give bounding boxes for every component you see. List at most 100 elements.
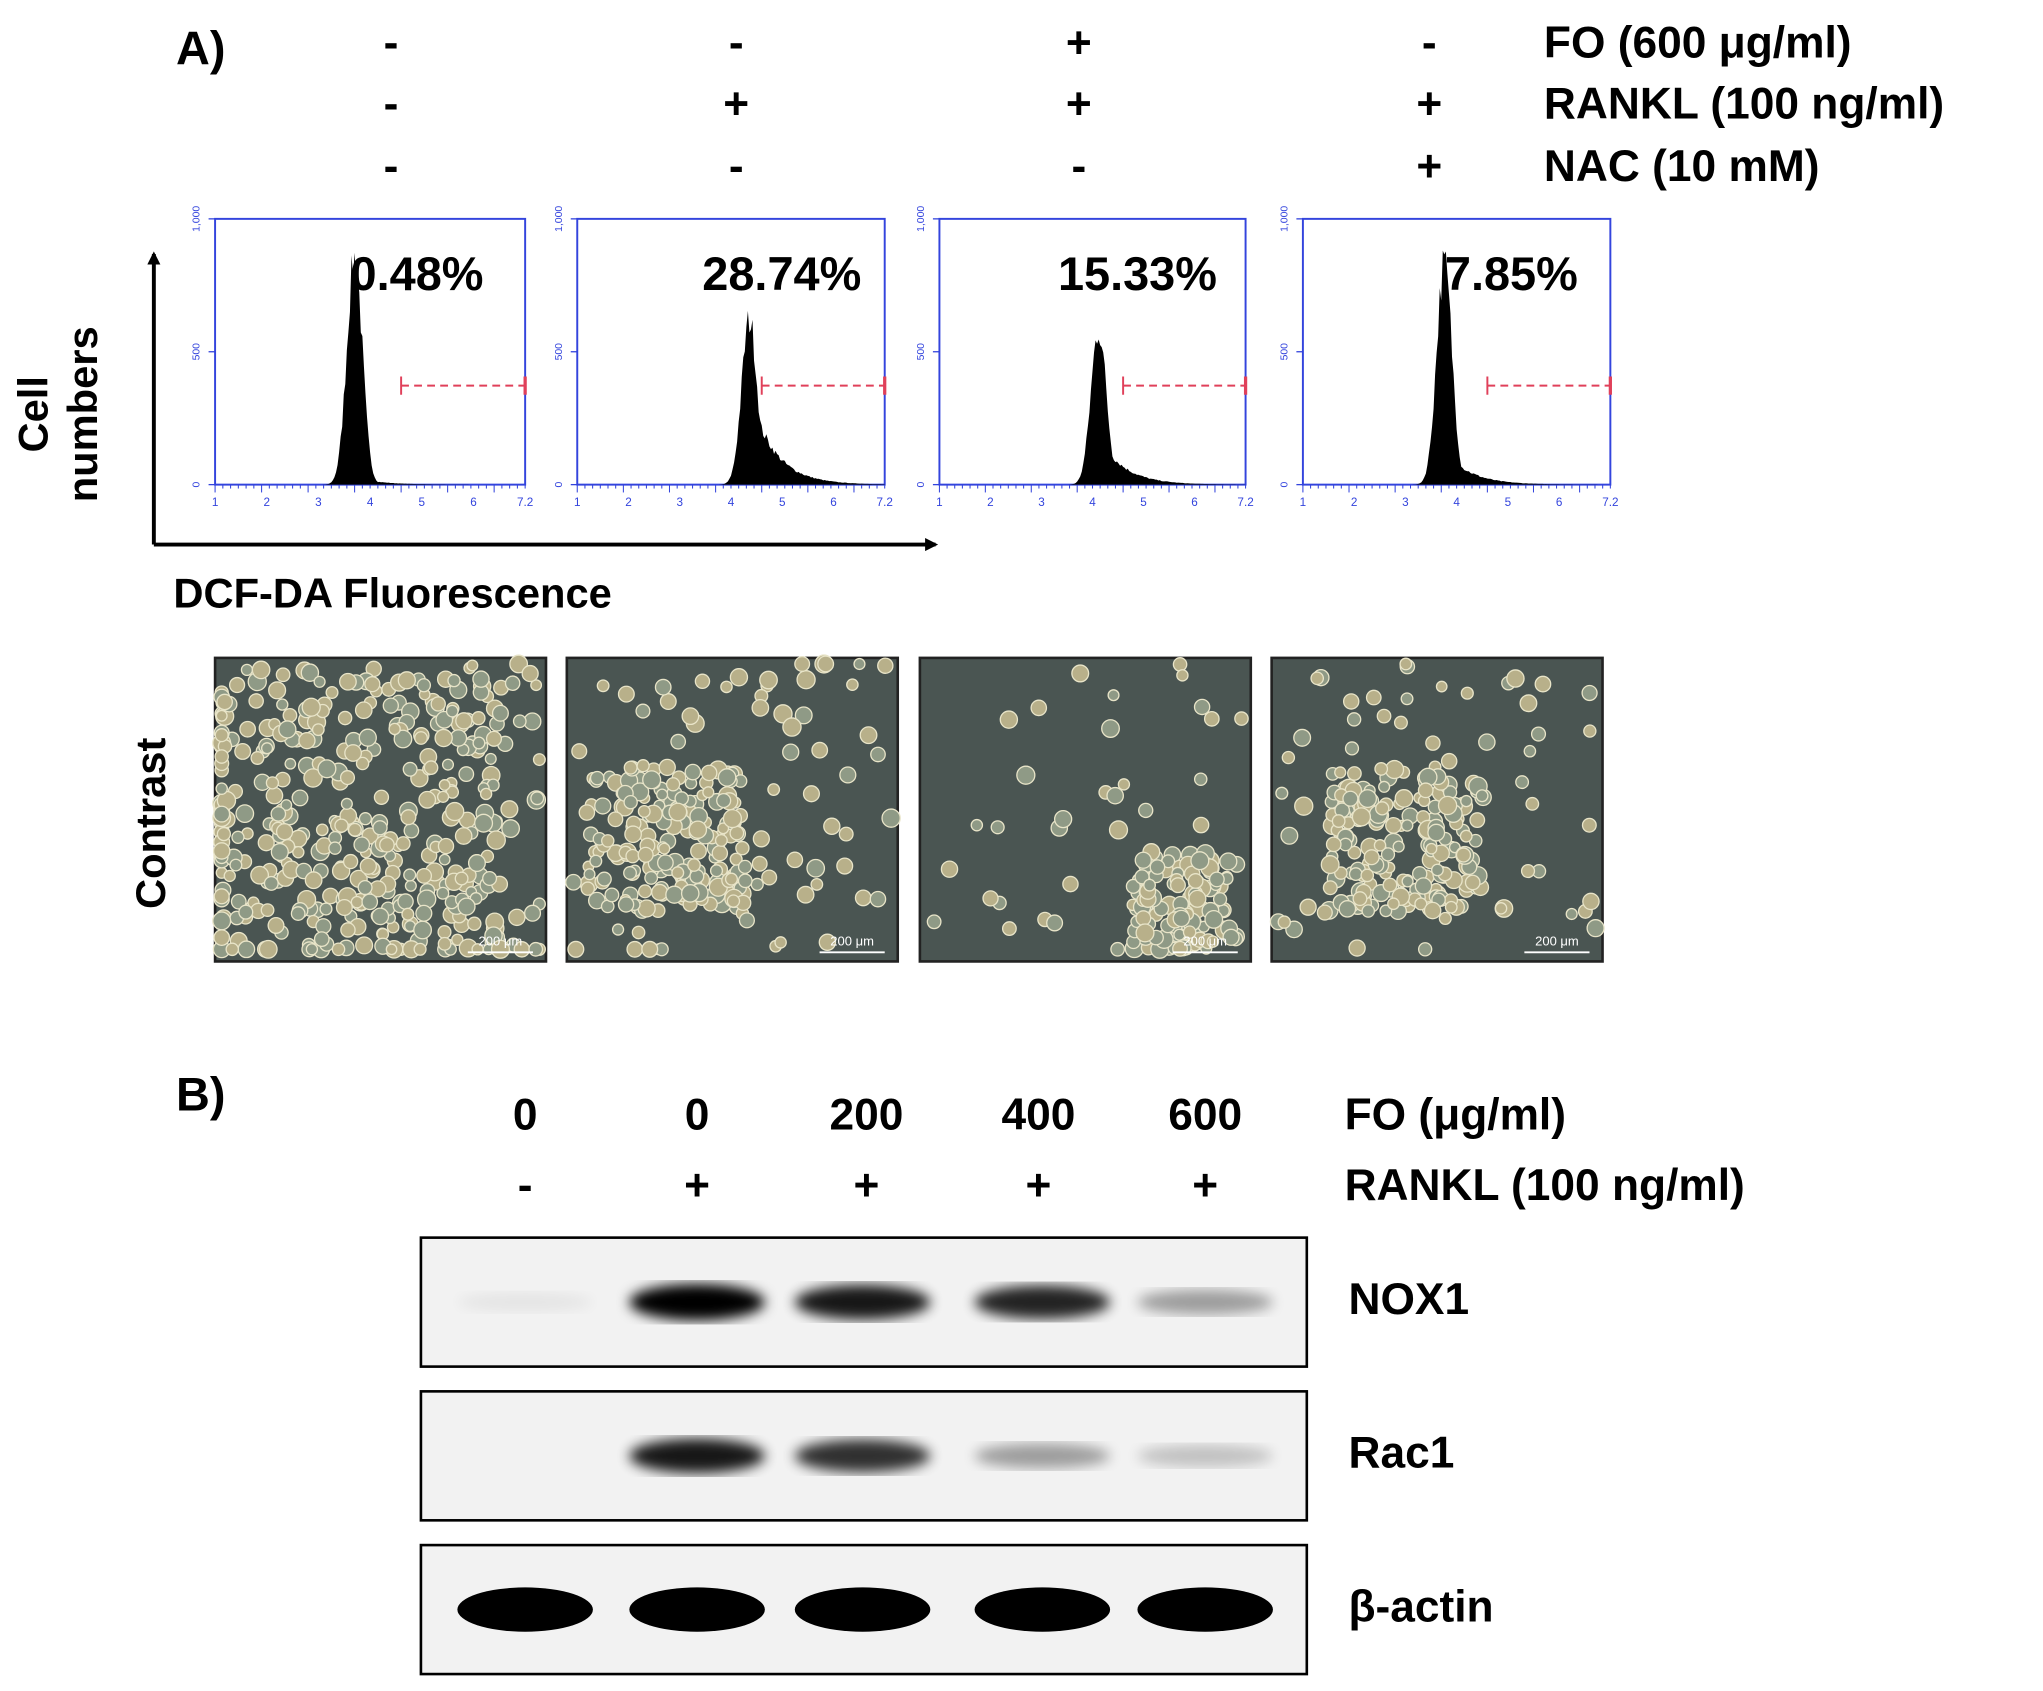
cell: [665, 777, 681, 792]
cell: [500, 800, 519, 819]
cell: [1348, 939, 1366, 957]
hist-x-tick: 3: [315, 496, 322, 509]
cell: [260, 903, 275, 918]
cell: [720, 680, 733, 694]
scale-bar-label: 200 μm: [1183, 933, 1227, 948]
cell: [364, 676, 381, 693]
cell: [528, 941, 544, 957]
cell: [270, 842, 289, 862]
cell: [724, 872, 739, 886]
cell: [437, 837, 455, 855]
cell: [423, 760, 439, 775]
hist-x-tick: 1: [936, 496, 943, 509]
panel-label: B): [176, 1069, 225, 1121]
condition-sign: +: [1066, 80, 1092, 129]
cell: [680, 884, 700, 903]
cell: [565, 873, 582, 891]
cell: [379, 836, 395, 853]
cell: [1143, 878, 1157, 892]
cell: [230, 893, 247, 910]
cell: [700, 764, 718, 782]
cell: [1106, 786, 1124, 805]
cell: [304, 871, 323, 890]
cell: [1469, 812, 1486, 829]
condition-sign: -: [384, 80, 399, 129]
cell: [240, 663, 254, 677]
hist-x-tick: 4: [728, 496, 735, 509]
cell: [402, 761, 418, 777]
cell: [782, 743, 800, 761]
cell: [729, 668, 749, 687]
cell: [214, 749, 229, 764]
cell: [403, 822, 420, 839]
cell: [414, 731, 428, 745]
cell: [1169, 877, 1186, 894]
band: [794, 1284, 931, 1320]
cell: [413, 920, 433, 940]
histogram: [939, 339, 1246, 485]
band: [629, 1587, 765, 1632]
cell: [1425, 842, 1438, 855]
cell: [213, 805, 231, 823]
band: [1137, 1444, 1273, 1467]
band: [974, 1443, 1111, 1469]
cell: [331, 942, 346, 957]
cell: [335, 898, 353, 917]
cell: [214, 728, 229, 743]
cell: [275, 667, 291, 683]
cell: [773, 704, 793, 724]
cell: [1417, 782, 1434, 799]
cell: [1344, 741, 1360, 756]
cell: [794, 655, 811, 672]
cell: [999, 710, 1019, 729]
cell: [1101, 719, 1120, 738]
hist-x-tick: 6: [1556, 496, 1563, 509]
cell: [870, 746, 886, 763]
band: [1137, 1587, 1273, 1632]
cell: [342, 853, 359, 870]
micrograph: 200 μm: [212, 654, 548, 963]
cell: [1134, 851, 1152, 869]
condition-label: FO (μg/ml): [1345, 1090, 1566, 1139]
cell: [1277, 915, 1291, 929]
cell: [315, 823, 329, 837]
cell: [702, 786, 715, 799]
cell: [441, 758, 455, 771]
cell: [839, 766, 857, 784]
band: [457, 1587, 593, 1632]
cell: [1384, 759, 1405, 780]
percentage: 15.33%: [1058, 248, 1217, 300]
cell: [1444, 900, 1458, 914]
hist-x-tick: 5: [779, 496, 786, 509]
cell: [1351, 807, 1372, 827]
cell: [319, 902, 333, 916]
cell: [1187, 873, 1204, 889]
cell: [717, 822, 730, 835]
cell: [623, 866, 637, 880]
cell: [1293, 728, 1312, 747]
cell: [1438, 911, 1452, 926]
condition-sign: -: [1422, 18, 1437, 67]
cell: [567, 940, 585, 958]
cell: [1348, 867, 1363, 882]
cell: [276, 698, 289, 711]
cell: [353, 836, 371, 854]
cell: [637, 899, 656, 918]
cell: [479, 787, 493, 801]
cell: [1360, 868, 1375, 883]
cell: [474, 813, 494, 833]
cell: [625, 848, 640, 864]
cell: [823, 817, 841, 836]
cell: [1376, 708, 1392, 724]
cell: [354, 701, 373, 720]
cell: [654, 678, 672, 696]
cell: [237, 940, 256, 959]
cell: [583, 868, 596, 881]
cell: [213, 888, 230, 905]
cell: [404, 879, 417, 892]
cell: [454, 827, 473, 845]
cell: [836, 857, 854, 875]
cell: [239, 720, 257, 738]
cell: [580, 881, 595, 896]
